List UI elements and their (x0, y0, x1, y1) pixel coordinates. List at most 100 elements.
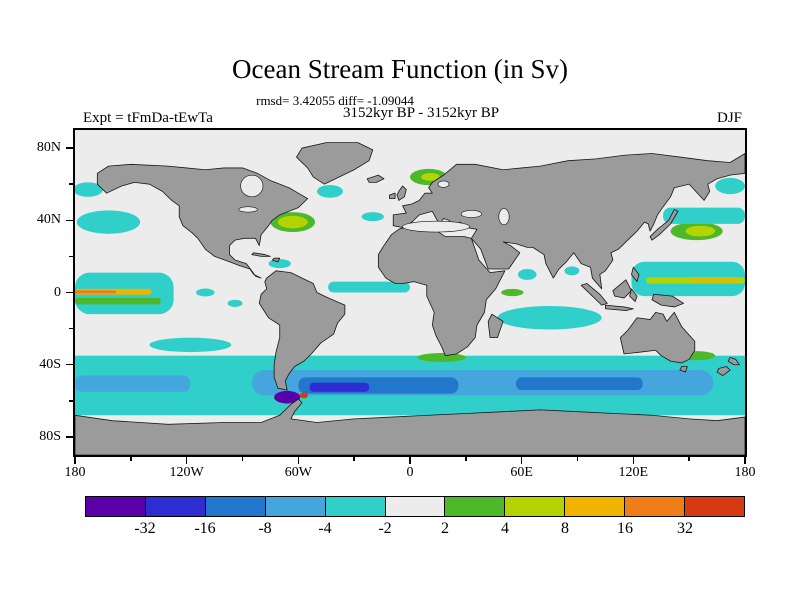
colorbar-label-16: 16 (617, 520, 633, 537)
land-borneo (612, 279, 632, 299)
anomaly-south-indian-deep-blue (516, 377, 643, 390)
lon-label-180: 180 (734, 465, 756, 480)
anomaly-scotia-dark-blue (309, 382, 370, 392)
anomaly-northeast-pacific-cyan (76, 210, 141, 234)
land-madagascar (487, 313, 504, 339)
sea-black-sea (460, 210, 482, 218)
lon-tick-minor (130, 457, 132, 461)
lon-label-60E: 60E (510, 465, 533, 480)
anomaly-central-pacific-cyan-dot-1 (195, 288, 215, 297)
land-new-zealand-south (716, 366, 731, 376)
lon-label-0: 0 (406, 465, 414, 480)
experiment-label: Expt = tFmDa-tEwTa (83, 110, 213, 126)
colorbar-segment-6 (444, 496, 506, 517)
anomaly-central-pacific-cyan-dot-2 (227, 299, 243, 307)
colorbar-segment-9 (624, 496, 686, 517)
colorbar-label-32: 32 (677, 520, 693, 537)
anomaly-gulf-stream-chartreuse-core (277, 215, 308, 229)
anomaly-equator-pacific-green-streak (75, 297, 161, 305)
lon-tick-major (297, 457, 300, 464)
lat-tick-major (66, 363, 73, 366)
lat-label-0: 0 (54, 284, 61, 300)
land-africa (377, 225, 506, 357)
lon-tick-minor (353, 457, 355, 461)
lon-tick-minor (465, 457, 467, 461)
anomaly-arabian-sea-cyan (517, 269, 537, 280)
lat-tick-major (66, 147, 73, 149)
anomaly-layer (75, 168, 745, 416)
colorbar-label-8: 8 (561, 520, 569, 537)
sea-mediterranean (402, 220, 470, 233)
colorbar-label--2: -2 (378, 520, 392, 537)
lat-label-40N: 40N (36, 212, 61, 228)
anomaly-equatorial-indian-green (501, 288, 524, 297)
sea-baltic (437, 180, 450, 188)
land-iceland (366, 174, 385, 183)
colorbar-segment-8 (564, 496, 626, 517)
land-philippines (631, 266, 640, 283)
colorbar-label--8: -8 (258, 520, 272, 537)
inland-sea-layer (238, 174, 510, 233)
lat-tick-minor (69, 255, 73, 258)
land-ireland (389, 192, 396, 200)
anomaly-equator-pacific-orange-core (75, 290, 116, 294)
lon-tick-major (744, 457, 746, 464)
lat-label-40S: 40S (39, 356, 61, 372)
land-australia (619, 311, 696, 364)
season-label: DJF (716, 110, 742, 126)
colorbar-label--4: -4 (318, 520, 332, 537)
lon-tick-minor (576, 457, 579, 461)
land-cuba (251, 252, 271, 257)
anomaly-labrador-sea-cyan (316, 185, 343, 198)
anomaly-acc-green-streak-south-africa (417, 352, 466, 363)
anomaly-bering-sea-west-cyan (75, 182, 103, 197)
colorbar-segment-1 (144, 496, 206, 517)
colorbar-label--32: -32 (134, 520, 156, 537)
land-sulawesi (629, 288, 638, 302)
anomaly-west-pacific-mustard-core (689, 278, 738, 283)
anomaly-south-indian-cyan-band (497, 306, 602, 330)
lat-label-80S: 80S (39, 428, 61, 444)
sea-caspian (498, 208, 510, 226)
period-text: 3152kyr BP - 3152kyr BP (342, 105, 500, 121)
anomaly-drake-passage-red-spot (299, 392, 309, 399)
land-sumatra (580, 283, 608, 306)
lat-tick-minor (69, 400, 73, 402)
colorbar-segment-7 (504, 496, 566, 517)
lon-label-60W: 60W (284, 465, 312, 480)
land-java (604, 304, 634, 311)
lon-tick-major (185, 457, 188, 464)
land-united-kingdom (396, 185, 407, 201)
lon-tick-major (409, 457, 411, 464)
anomaly-drake-passage-purple (274, 390, 301, 404)
land-south-america (258, 270, 346, 391)
lon-tick-minor (688, 457, 690, 461)
rmsd-diff-text: rmsd= 3.42055 diff= -1.09044 (256, 93, 414, 108)
land-tasmania (679, 366, 688, 373)
anomaly-southern-ocean-pacific-blue (75, 375, 191, 392)
land-new-zealand-north (727, 357, 740, 366)
lat-tick-major (66, 436, 73, 438)
lat-tick-minor (69, 327, 73, 330)
lat-tick-major (66, 219, 73, 222)
lon-label-180: 180 (64, 465, 86, 480)
world-map-svg (75, 142, 745, 455)
page-title: Ocean Stream Function (in Sv) (232, 54, 568, 84)
anomaly-kuroshio-chartreuse-core (685, 225, 716, 237)
sea-great-lakes (238, 206, 258, 213)
lat-tick-minor (69, 183, 73, 185)
colorbar-label-2: 2 (441, 520, 449, 537)
land-antarctica (75, 398, 745, 455)
anomaly-south-pacific-cyan-streak (149, 337, 232, 353)
colorbar-segment-10 (684, 496, 745, 517)
lon-tick-minor (241, 457, 244, 461)
anomaly-equatorial-atlantic-cyan (328, 281, 410, 293)
anomaly-azores-cyan (361, 212, 384, 222)
lon-tick-major (74, 457, 76, 464)
lon-label-120W: 120W (169, 465, 204, 480)
sea-hudson-bay (240, 174, 264, 198)
anomaly-caribbean-cyan (268, 259, 291, 269)
anomaly-bay-of-bengal-cyan (564, 266, 580, 276)
map-plot-frame: 80N 40N 0 40S 80S 180 120W 60W 0 60E 120E 180 (37, 128, 756, 480)
